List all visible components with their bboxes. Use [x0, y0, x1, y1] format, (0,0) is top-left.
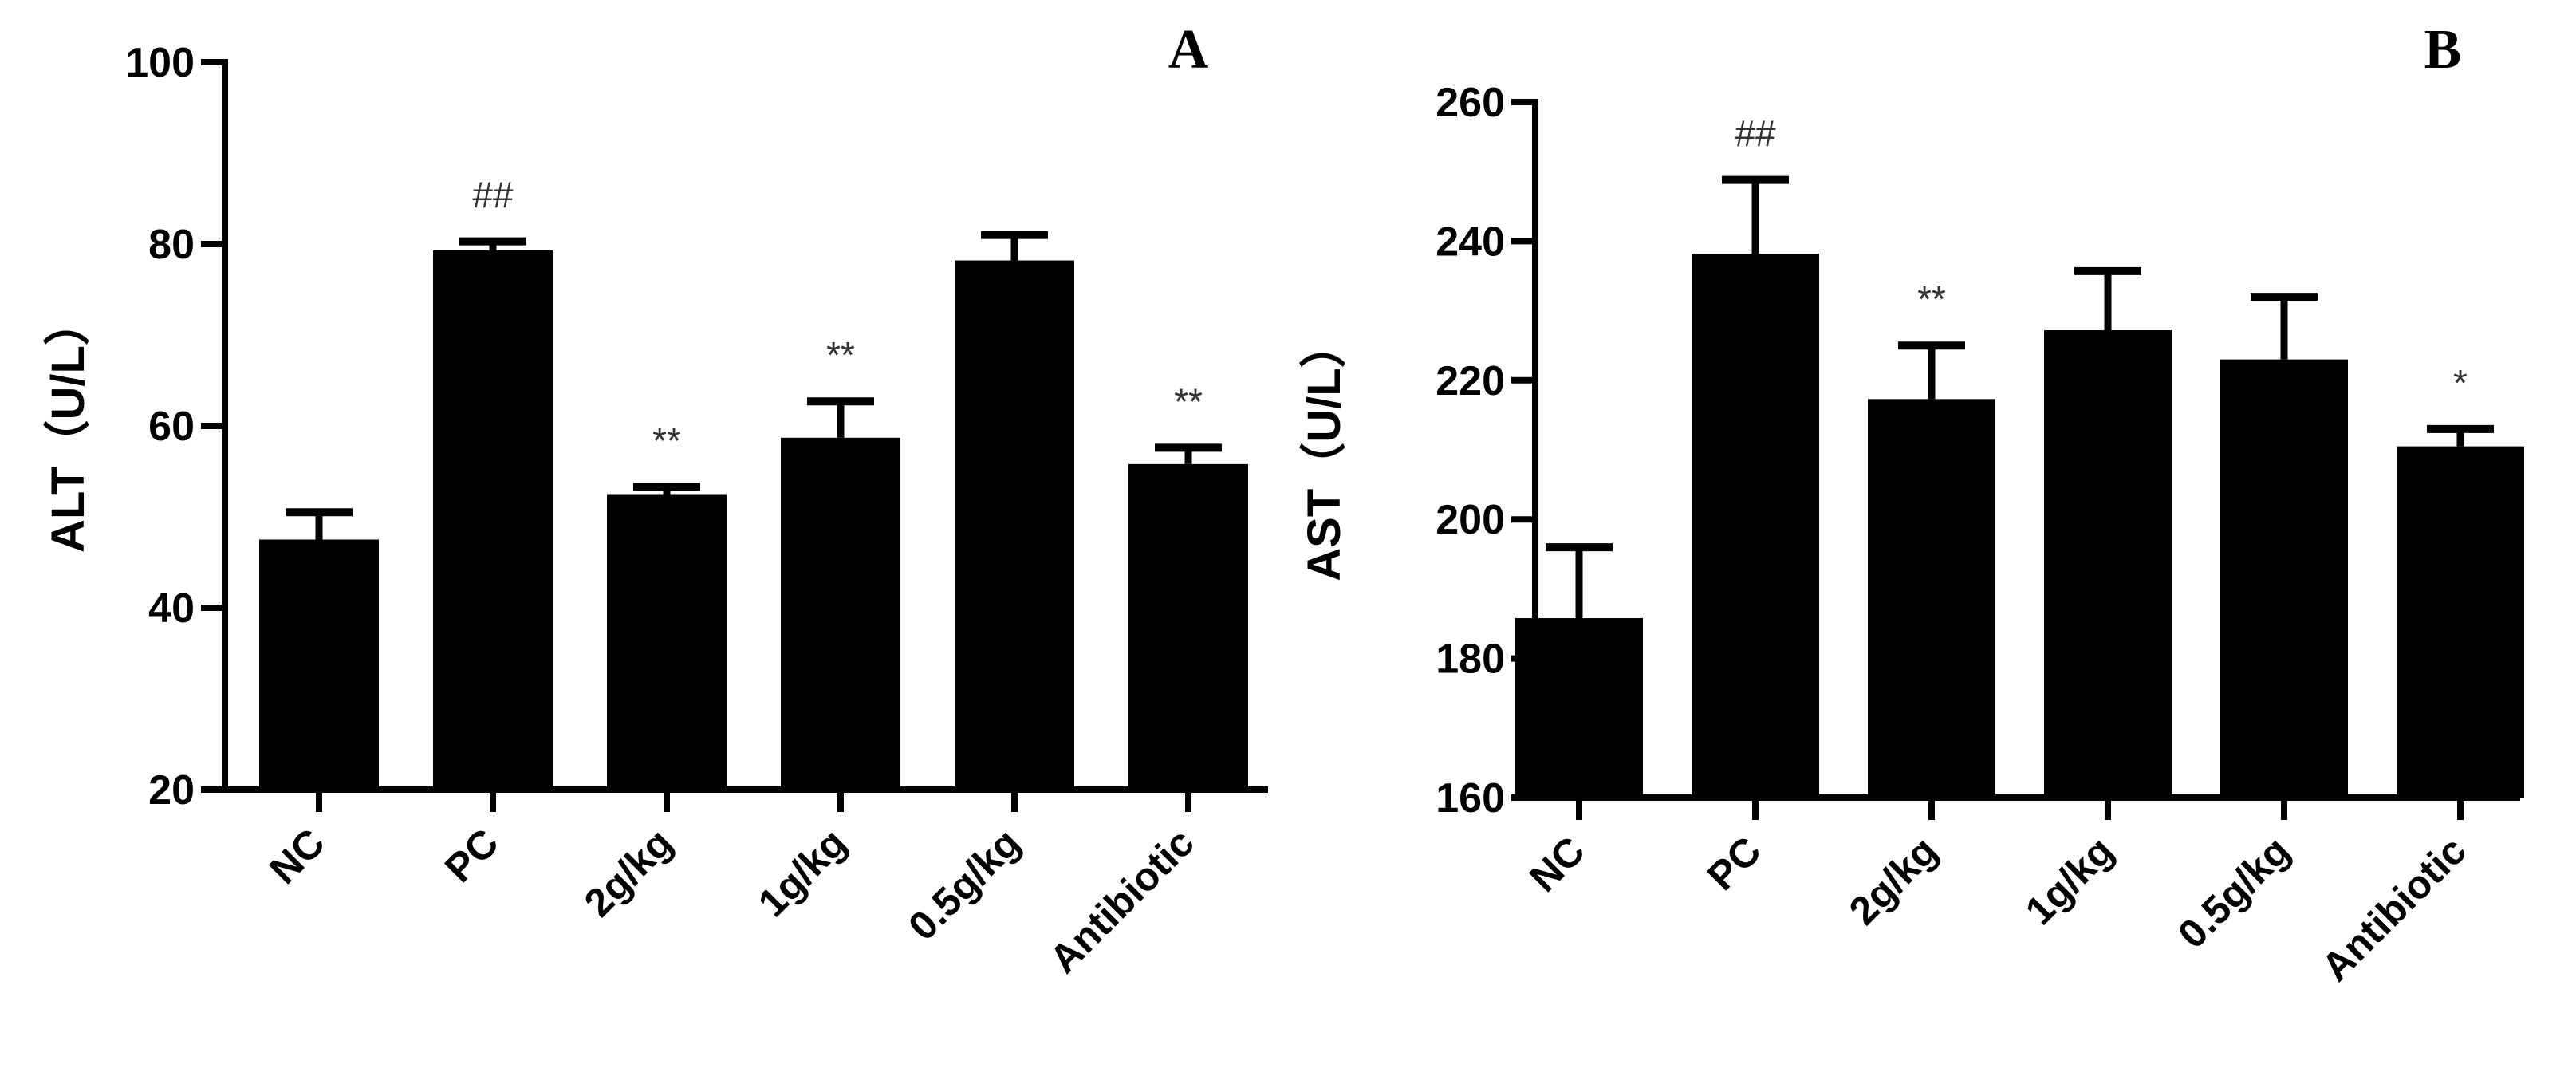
y-tick-label: 40: [148, 585, 195, 632]
significance-annotation: **: [1917, 278, 1946, 320]
bar-pc: [1692, 254, 1819, 798]
x-tick-label: 1g/kg: [750, 820, 855, 925]
x-tick-label: Antibiotic: [1041, 820, 1203, 982]
chart-panel-a: ## ** ** ** 20 40 60 80 100 NC PC 2g/kg 1g/kg 0.5g/kg…: [42, 19, 1268, 982]
x-tick-label: 0.5g/kg: [2169, 828, 2298, 956]
bar-pc: [433, 250, 553, 790]
bar-1g-kg: [781, 437, 900, 790]
significance-annotation: *: [2453, 362, 2468, 404]
bar-antibiotic: [2397, 446, 2524, 798]
y-tick-label: 80: [148, 222, 195, 268]
panel-label: A: [1168, 19, 1209, 81]
x-tick-label: NC: [1521, 828, 1593, 901]
y-tick-label: 20: [148, 767, 195, 814]
significance-annotation: **: [1174, 380, 1203, 422]
significance-annotation: **: [652, 420, 681, 461]
bar-nc: [259, 539, 379, 790]
x-tick-label: NC: [261, 820, 333, 893]
bar-2g-kg: [607, 494, 727, 790]
x-tick-label: 1g/kg: [2017, 828, 2122, 933]
y-tick-label: 200: [1436, 497, 1505, 543]
y-tick-label: 60: [148, 404, 195, 450]
bar-0-5g-kg: [955, 260, 1074, 790]
x-tick-label: PC: [1699, 828, 1770, 899]
bar-antibiotic: [1128, 463, 1248, 790]
significance-annotation: **: [826, 334, 855, 376]
y-tick-label: 160: [1436, 775, 1505, 822]
bar-1g-kg: [2044, 330, 2172, 798]
significance-annotation: ##: [472, 175, 514, 216]
bar-0-5g-kg: [2220, 359, 2348, 798]
x-tick-label: 0.5g/kg: [900, 820, 1028, 948]
bar-2g-kg: [1868, 399, 1995, 798]
y-tick-label: 180: [1436, 636, 1505, 683]
x-tick-label: 2g/kg: [1841, 828, 1946, 933]
panel-label: B: [2424, 19, 2462, 81]
y-tick-label: 220: [1436, 358, 1505, 404]
y-tick-label: 260: [1436, 80, 1505, 126]
x-tick-label: PC: [436, 820, 507, 891]
x-tick-label: Antibiotic: [2313, 828, 2475, 990]
significance-annotation: ##: [1735, 113, 1776, 155]
y-tick-label: 100: [125, 40, 195, 86]
x-tick-label: 2g/kg: [576, 820, 681, 925]
y-axis-title: AST（U/L）: [1298, 321, 1350, 581]
y-axis-title: ALT（U/L）: [42, 299, 94, 553]
y-tick-label: 240: [1436, 219, 1505, 265]
